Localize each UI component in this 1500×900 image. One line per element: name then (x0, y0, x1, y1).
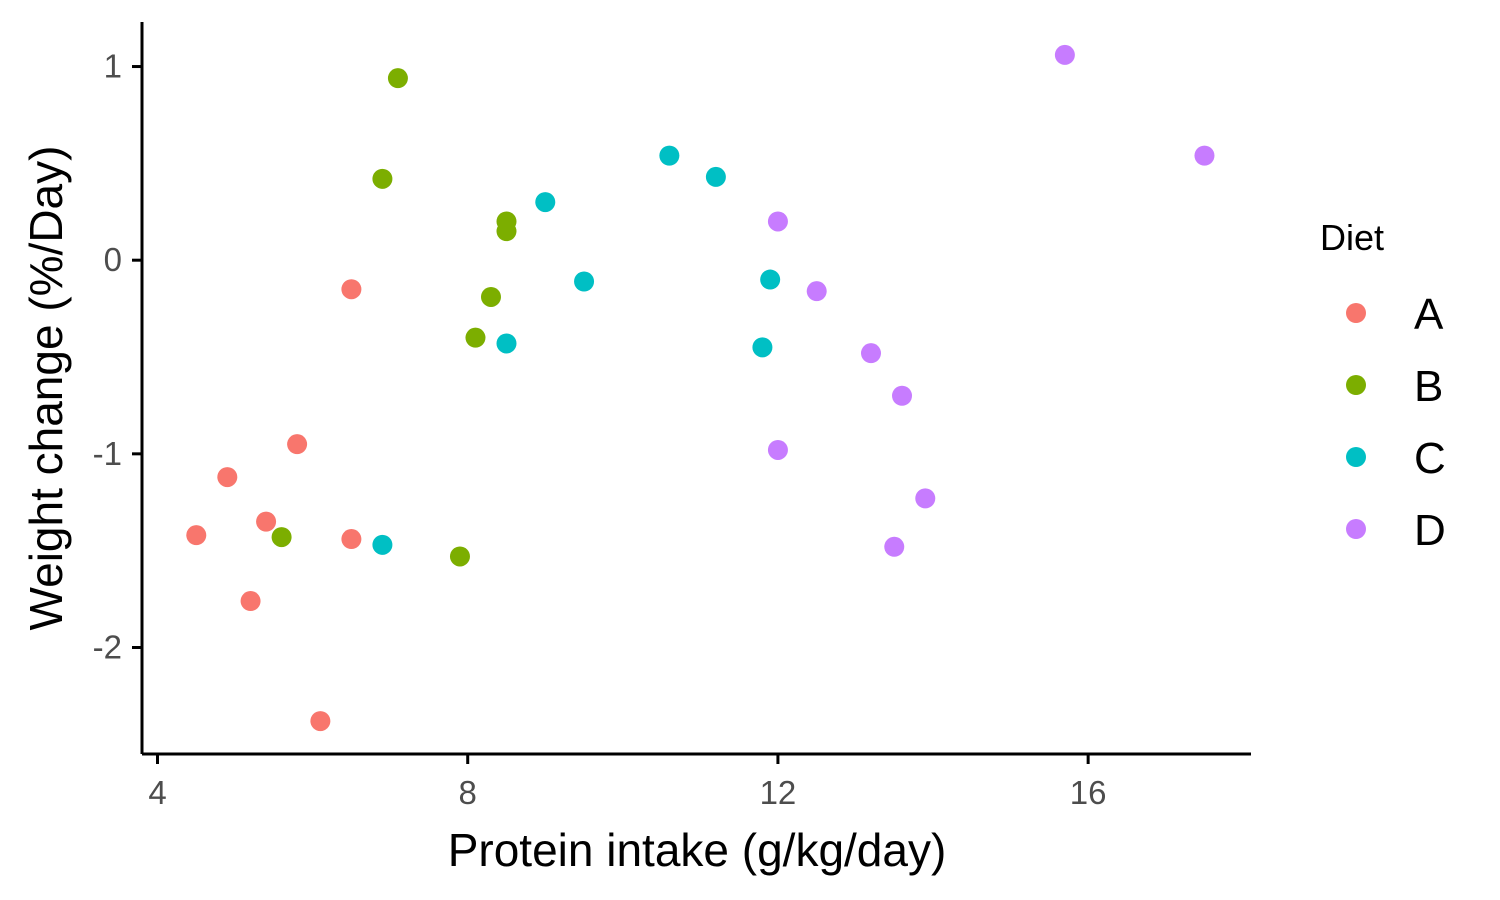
legend-label-d: D (1414, 506, 1446, 555)
data-point-c (760, 269, 781, 290)
legend-title: Diet (1320, 217, 1384, 258)
data-point-d (1194, 145, 1215, 166)
data-point-a (217, 467, 238, 488)
data-point-d (884, 536, 905, 557)
data-point-c (496, 333, 517, 354)
data-point-a (240, 591, 261, 612)
legend-label-a: A (1414, 290, 1444, 339)
data-point-a (287, 434, 308, 455)
legend-label-b: B (1414, 362, 1443, 411)
data-point-b (496, 221, 517, 242)
data-point-b (465, 327, 486, 348)
data-point-b (449, 546, 470, 567)
data-point-d (767, 211, 788, 232)
x-tick-label: 12 (760, 774, 797, 811)
y-tick-label: 0 (104, 241, 122, 278)
data-point-b (271, 527, 292, 548)
data-point-c (535, 192, 556, 213)
x-axis-ticks: 4 8 12 16 (148, 754, 1106, 811)
data-point-a (186, 525, 207, 546)
data-point-a (341, 529, 362, 550)
data-point-d (1054, 44, 1075, 65)
legend-marker-a (1346, 303, 1366, 323)
x-axis-title: Protein intake (g/kg/day) (448, 824, 947, 876)
data-point-d (892, 385, 913, 406)
data-point-c (574, 271, 595, 292)
data-point-d (767, 439, 788, 460)
data-point-c (372, 534, 393, 555)
y-axis-ticks: -2 -1 0 1 (93, 48, 142, 665)
data-point-d (860, 343, 881, 364)
legend-marker-b (1346, 375, 1366, 395)
y-tick-label: 1 (104, 48, 122, 85)
data-point-c (659, 145, 680, 166)
legend-marker-c (1346, 447, 1366, 467)
x-tick-label: 8 (459, 774, 477, 811)
x-tick-label: 4 (148, 774, 166, 811)
y-axis-title: Weight change (%/Day) (20, 146, 72, 631)
data-point-d (915, 488, 936, 509)
data-point-c (752, 337, 773, 358)
legend-marker-d (1346, 519, 1366, 539)
y-tick-label: -1 (93, 435, 122, 472)
data-point-c (705, 166, 726, 187)
y-tick-label: -2 (93, 628, 122, 665)
x-tick-label: 16 (1070, 774, 1107, 811)
data-point-a (341, 279, 362, 300)
data-points (186, 44, 1215, 732)
data-point-a (256, 511, 277, 532)
legend-label-c: C (1414, 434, 1446, 483)
data-point-d (806, 281, 827, 302)
data-point-b (480, 286, 501, 307)
data-point-b (387, 68, 408, 89)
data-point-b (372, 168, 393, 189)
data-point-a (310, 711, 331, 732)
